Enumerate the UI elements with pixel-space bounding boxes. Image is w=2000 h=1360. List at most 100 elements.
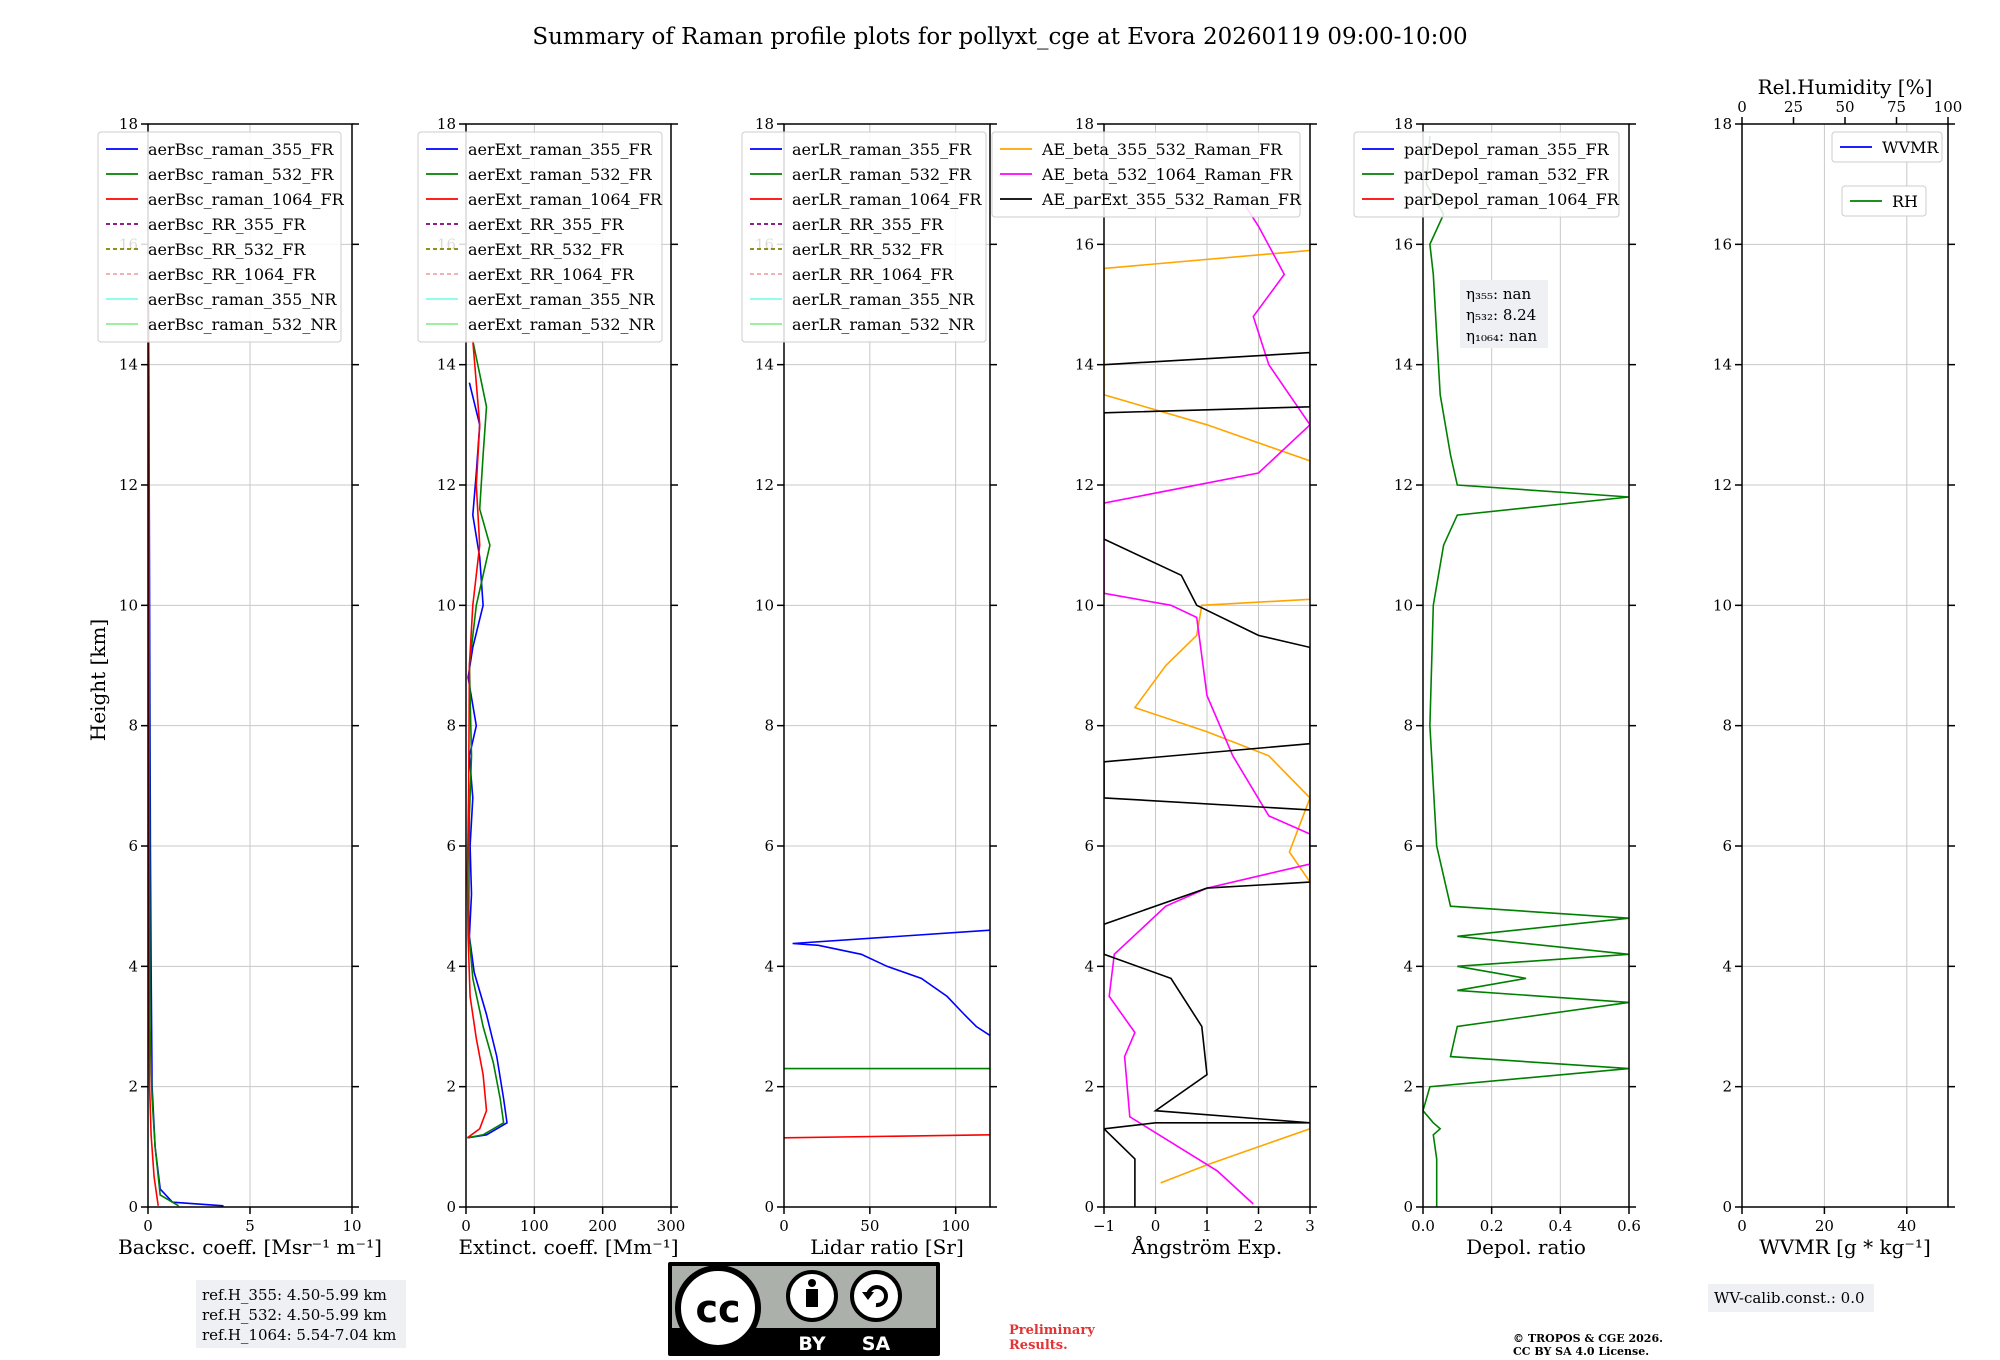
series-parDepol_raman_532_FR	[1423, 135, 1629, 1207]
legend-entry-bsc: aerBsc_raman_355_NR	[148, 290, 337, 309]
legend-entry-ext: aerExt_raman_532_NR	[468, 315, 656, 334]
ytick-label-depol: 8	[1403, 717, 1413, 735]
ytick-label-ext: 2	[446, 1078, 456, 1096]
cc-by-sa-badge: cc BY SA	[668, 1262, 940, 1356]
xtick-label-depol: 0.6	[1617, 1217, 1641, 1235]
legend-entry-ext: aerExt_raman_355_FR	[468, 140, 653, 159]
ytick-label-lr: 18	[755, 115, 774, 133]
ytick-label-depol: 12	[1394, 476, 1413, 494]
ytick-label-bsc: 18	[119, 115, 138, 133]
xtick-label-ext: 100	[520, 1217, 549, 1235]
ytick-label-depol: 0	[1403, 1198, 1413, 1216]
panel-ext: 0100200300024681012141618Extinct. coeff.…	[417, 115, 686, 1259]
ytick-label-ae: 14	[1075, 356, 1094, 374]
panel-wv: 0 20 40 0 2 4 6 8 10 12 14 16 18 WVMR [g * kg⁻¹] 0 25 50…	[1713, 75, 1962, 1259]
axes-frame-lr	[783, 123, 991, 1208]
axes-frame-ext	[465, 123, 672, 1208]
copyright-line2: CC BY SA 4.0 License.	[1513, 1345, 1649, 1358]
legend-entry-lr: aerLR_raman_532_NR	[792, 315, 975, 334]
series-aerExt_raman_1064_FR	[466, 340, 488, 1139]
ytick-label-ext: 0	[446, 1198, 456, 1216]
cc-by-label: BY	[798, 1333, 825, 1355]
ytick-label-lr: 6	[764, 837, 774, 855]
series-AE_parExt_355_532_Raman_FR	[1104, 351, 1310, 1207]
ytick-label-ae: 6	[1084, 837, 1094, 855]
legend-entry-lr: aerLR_raman_1064_FR	[792, 190, 982, 209]
legend-entry-depol: parDepol_raman_355_FR	[1404, 140, 1610, 159]
series-aerBsc_raman_532_FR	[148, 364, 180, 1207]
legend-entry-lr: aerLR_raman_355_FR	[792, 140, 972, 159]
legend-entry-depol: parDepol_raman_532_FR	[1404, 165, 1610, 184]
eta-annotation-line: η₅₃₂: 8.24	[1466, 306, 1536, 324]
xtick-label-ae: −1	[1093, 1217, 1115, 1235]
ytick-label-bsc: 0	[128, 1198, 138, 1216]
legend-entry-bsc: aerBsc_raman_1064_FR	[148, 190, 345, 209]
axes-frame-wv	[1741, 123, 1949, 1208]
legend-entry-lr: aerLR_RR_1064_FR	[792, 265, 954, 284]
legend-entry-bsc: aerBsc_raman_355_FR	[148, 140, 334, 159]
legend-entry-wvmr: WVMR	[1882, 138, 1939, 157]
ytick-label-ae: 0	[1084, 1198, 1094, 1216]
series-AE_beta_355_532_Raman_FR	[1104, 202, 1310, 1184]
ytick-label-ext: 12	[437, 476, 456, 494]
xtick-label-wv: 0	[1737, 1217, 1747, 1235]
xtick-label-wv: 20	[1815, 1217, 1834, 1235]
ytick-label-ext: 8	[446, 717, 456, 735]
series-aerBsc_raman_355_FR	[148, 304, 224, 1207]
ytick-label-ext: 4	[446, 957, 456, 975]
axes-frame-depol	[1422, 123, 1630, 1208]
top-xlabel-wv: Rel.Humidity [%]	[1758, 75, 1933, 99]
legend-entry-bsc: aerBsc_raman_532_FR	[148, 165, 334, 184]
legend-entry-ext: aerExt_RR_532_FR	[468, 240, 625, 259]
ytick-label-ext: 14	[437, 356, 456, 374]
xtick-label-bsc: 0	[143, 1217, 153, 1235]
legend-box-rh	[1841, 185, 1927, 217]
xlabel-ae: Ångström Exp.	[1131, 1234, 1282, 1259]
legend-entry-lr: aerLR_raman_532_FR	[792, 165, 972, 184]
top-xtick-label: 25	[1784, 98, 1803, 116]
series-aerExt_raman_532_FR	[467, 340, 505, 1139]
ytick-label-bsc: 6	[128, 837, 138, 855]
ytick-label-wv: 2	[1722, 1078, 1732, 1096]
series-aerLR_raman_355_FR	[792, 929, 990, 1037]
ytick-label-ae: 8	[1084, 717, 1094, 735]
ytick-label-bsc: 8	[128, 717, 138, 735]
ytick-label-depol: 10	[1394, 596, 1413, 614]
legend-box-ext	[417, 131, 663, 343]
xtick-label-ae: 1	[1202, 1217, 1212, 1235]
top-xtick-label: 0	[1737, 98, 1747, 116]
xtick-label-ext: 300	[657, 1217, 686, 1235]
legend-entry-rh: RH	[1892, 192, 1918, 211]
legend-box-depol	[1353, 131, 1620, 218]
legend-entry-lr: aerLR_RR_532_FR	[792, 240, 944, 259]
ytick-label-ae: 4	[1084, 957, 1094, 975]
ytick-label-lr: 10	[755, 596, 774, 614]
legend-entry-ae: AE_parExt_355_532_Raman_FR	[1041, 190, 1302, 209]
ytick-label-wv: 4	[1722, 957, 1732, 975]
legend-entry-bsc: aerBsc_RR_1064_FR	[148, 265, 317, 284]
xlabel-ext: Extinct. coeff. [Mm⁻¹]	[458, 1235, 678, 1259]
refh-1064: ref.H_1064: 5.54-7.04 km	[202, 1326, 396, 1344]
legend-box-lr	[741, 131, 987, 343]
series-aerLR_raman_1064_FR	[784, 1134, 990, 1139]
legend-entry-ext: aerExt_RR_1064_FR	[468, 265, 635, 284]
xtick-label-depol: 0.4	[1548, 1217, 1572, 1235]
ytick-label-lr: 12	[755, 476, 774, 494]
legend-entry-ae: AE_beta_355_532_Raman_FR	[1041, 140, 1283, 159]
legend-box-wvmr	[1831, 131, 1943, 163]
xlabel-lr: Lidar ratio [Sr]	[810, 1235, 964, 1259]
panel-depol: 0.0 0.2 0.4 0.6 0 2 4 6 8 10 12 14 16 18 Depol. ratio p…	[1353, 115, 1641, 1259]
y-axis-label: Height [km]	[86, 619, 110, 741]
ytick-label-wv: 8	[1722, 717, 1732, 735]
top-xtick-label: 50	[1835, 98, 1854, 116]
refh-532: ref.H_532: 4.50-5.99 km	[202, 1306, 387, 1324]
ytick-label-wv: 10	[1713, 596, 1732, 614]
xtick-label-lr: 0	[779, 1217, 789, 1235]
ytick-label-bsc: 10	[119, 596, 138, 614]
ytick-label-ext: 18	[437, 115, 456, 133]
wv-calib-box	[1708, 1284, 1874, 1312]
refh-box	[196, 1280, 406, 1348]
series-aerExt_raman_355_FR	[467, 382, 508, 1139]
legend-entry-ext: aerExt_raman_355_NR	[468, 290, 656, 309]
